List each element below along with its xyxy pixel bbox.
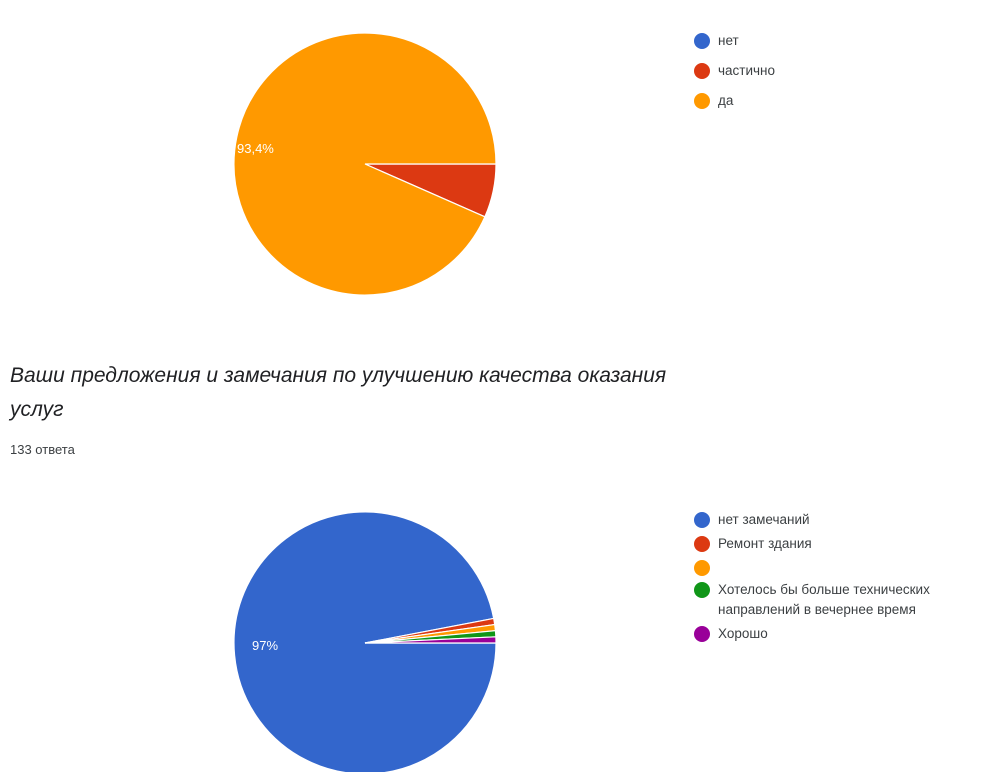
pie-slice[interactable] bbox=[364, 636, 497, 644]
legend-swatch-icon bbox=[694, 33, 710, 49]
legend-item-da[interactable]: да bbox=[694, 91, 775, 111]
legend-label: да bbox=[718, 93, 734, 108]
legend-label: нет bbox=[718, 33, 739, 48]
pie-chart-2: 97% bbox=[233, 511, 497, 772]
legend-chart-2: нет замечаний Ремонт здания Хотелось бы … bbox=[694, 510, 997, 648]
legend-item-remont-zdaniya[interactable]: Ремонт здания bbox=[694, 534, 997, 554]
legend-swatch-icon bbox=[694, 63, 710, 79]
legend-item-empty[interactable] bbox=[694, 558, 997, 576]
legend-swatch-icon bbox=[694, 560, 710, 576]
legend-chart-1: нет частично да bbox=[694, 31, 775, 121]
legend-label: Хорошо bbox=[718, 626, 768, 641]
slice-value-label: 97% bbox=[252, 638, 278, 653]
legend-swatch-icon bbox=[694, 512, 710, 528]
legend-label: Хотелось бы больше технических направлен… bbox=[718, 582, 930, 617]
responses-count: 133 ответа bbox=[10, 442, 75, 457]
pie-slice[interactable] bbox=[233, 511, 497, 772]
legend-item-tekhnicheskikh[interactable]: Хотелось бы больше технических направлен… bbox=[694, 580, 997, 620]
legend-item-net-zamechaniy[interactable]: нет замечаний bbox=[694, 510, 997, 530]
legend-swatch-icon bbox=[694, 626, 710, 642]
legend-item-net[interactable]: нет bbox=[694, 31, 775, 51]
slice-value-label: 93,4% bbox=[237, 141, 274, 156]
legend-item-chastichno[interactable]: частично bbox=[694, 61, 775, 81]
pie-slice[interactable] bbox=[233, 32, 497, 296]
legend-label: частично bbox=[718, 63, 776, 78]
legend-label: нет замечаний bbox=[718, 512, 810, 527]
legend-swatch-icon bbox=[694, 536, 710, 552]
legend-swatch-icon bbox=[694, 93, 710, 109]
legend-label: Ремонт здания bbox=[718, 536, 812, 551]
question-title: Ваши предложения и замечания по улучшени… bbox=[10, 364, 667, 421]
legend-swatch-icon bbox=[694, 582, 710, 598]
pie-chart-1: 93,4% bbox=[233, 32, 497, 296]
legend-item-khorosho[interactable]: Хорошо bbox=[694, 624, 997, 644]
